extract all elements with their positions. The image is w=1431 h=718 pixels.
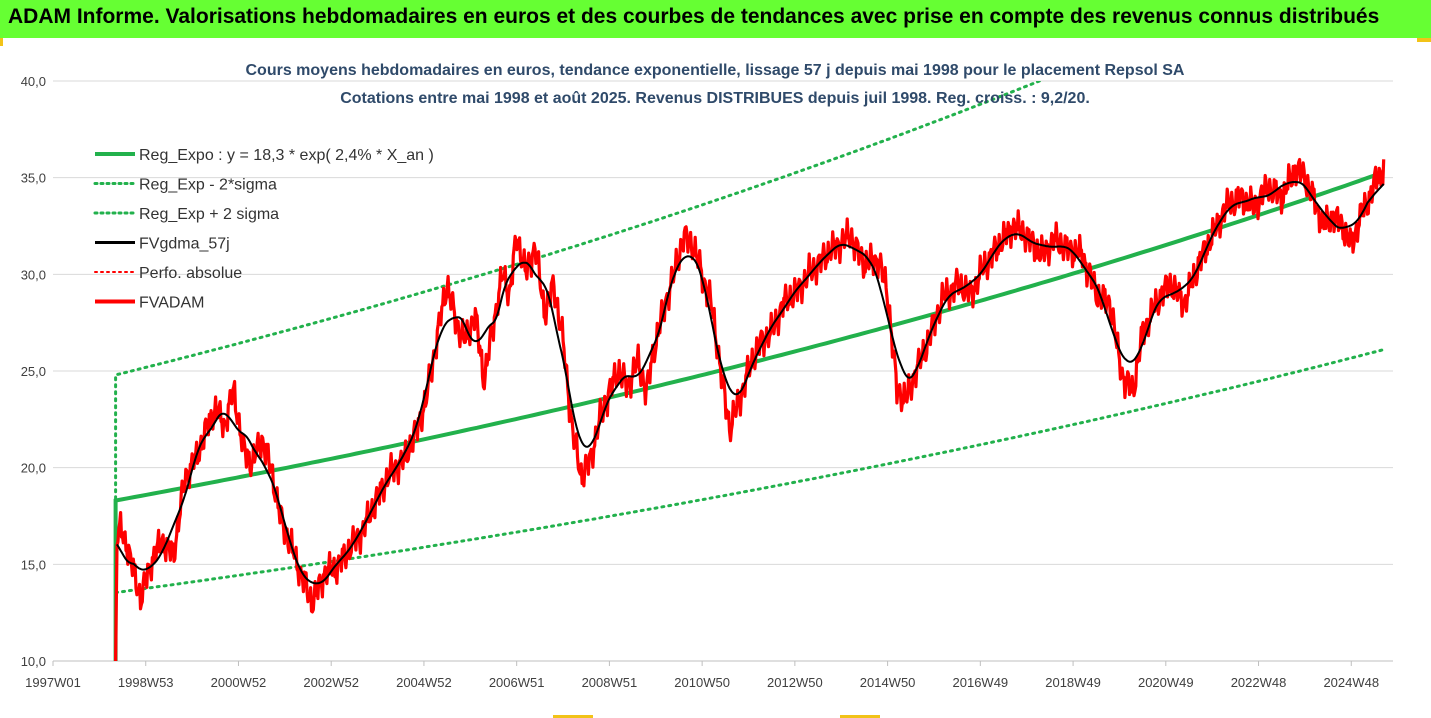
x-axis-ticks: 1997W01 1998W53 2000W52 2002W52 2004W52 2006W… [25,661,1379,690]
x-tick-label: 2018W49 [1045,675,1101,690]
x-tick-label: 2020W49 [1138,675,1194,690]
report-title: ADAM Informe. Valorisations hebdomadaire… [8,5,1380,28]
x-tick-label: 2008W51 [582,675,638,690]
y-tick-label: 20,0 [21,461,46,476]
legend-label: Reg_Exp + 2 sigma [139,206,279,223]
corner-mark-right [1417,38,1431,42]
series-reg-exp-minus-2sigma [114,348,1386,594]
x-tick-label: 2010W50 [674,675,730,690]
legend-label: FVADAM [139,295,204,312]
corner-mark-left [0,38,3,46]
y-tick-label: 30,0 [21,267,46,282]
corner-mark-bottom-left [553,715,593,718]
legend-label: FVgdma_57j [139,236,230,253]
line-chart: 10,0 15,0 20,0 25,0 30,0 35,0 40,0 1997W01 1998… [21,74,1393,690]
x-tick-label: 2014W50 [860,675,916,690]
x-tick-label: 2002W52 [303,675,359,690]
series-layer [113,81,1386,661]
series-reg-exp-plus-2sigma [114,81,1044,557]
y-tick-label: 35,0 [21,171,46,186]
x-tick-label: 2012W50 [767,675,823,690]
y-axis-ticks: 10,0 15,0 20,0 25,0 30,0 35,0 40,0 [21,74,46,669]
x-tick-label: 2004W52 [396,675,452,690]
y-tick-label: 25,0 [21,364,46,379]
x-tick-label: 2022W48 [1231,675,1287,690]
chart-subtitle: Cotations entre mai 1998 et août 2025. R… [340,90,1090,107]
x-tick-label: 2016W49 [953,675,1009,690]
x-tick-label: 1998W53 [118,675,174,690]
report-banner: ADAM Informe. Valorisations hebdomadaire… [0,0,1431,38]
legend: Reg_Expo : y = 18,3 * exp( 2,4% * X_an )… [93,147,434,312]
y-tick-label: 15,0 [21,557,46,572]
legend-label: Perfo. absolue [139,265,242,282]
chart-title: Cours moyens hebdomadaires en euros, ten… [245,62,1185,79]
legend-label: Reg_Expo : y = 18,3 * exp( 2,4% * X_an ) [139,147,434,164]
x-tick-label: 2024W48 [1323,675,1379,690]
x-tick-label: 1997W01 [25,675,81,690]
series-fvgdma-57j [116,181,1385,585]
chart-frame: 10,0 15,0 20,0 25,0 30,0 35,0 40,0 1997W01 1998… [0,38,1431,718]
y-tick-label: 40,0 [21,74,46,89]
y-tick-label: 10,0 [21,654,46,669]
x-tick-label: 2000W52 [211,675,267,690]
x-tick-label: 2006W51 [489,675,545,690]
corner-mark-bottom-right [840,715,880,718]
legend-label: Reg_Exp - 2*sigma [139,177,277,194]
